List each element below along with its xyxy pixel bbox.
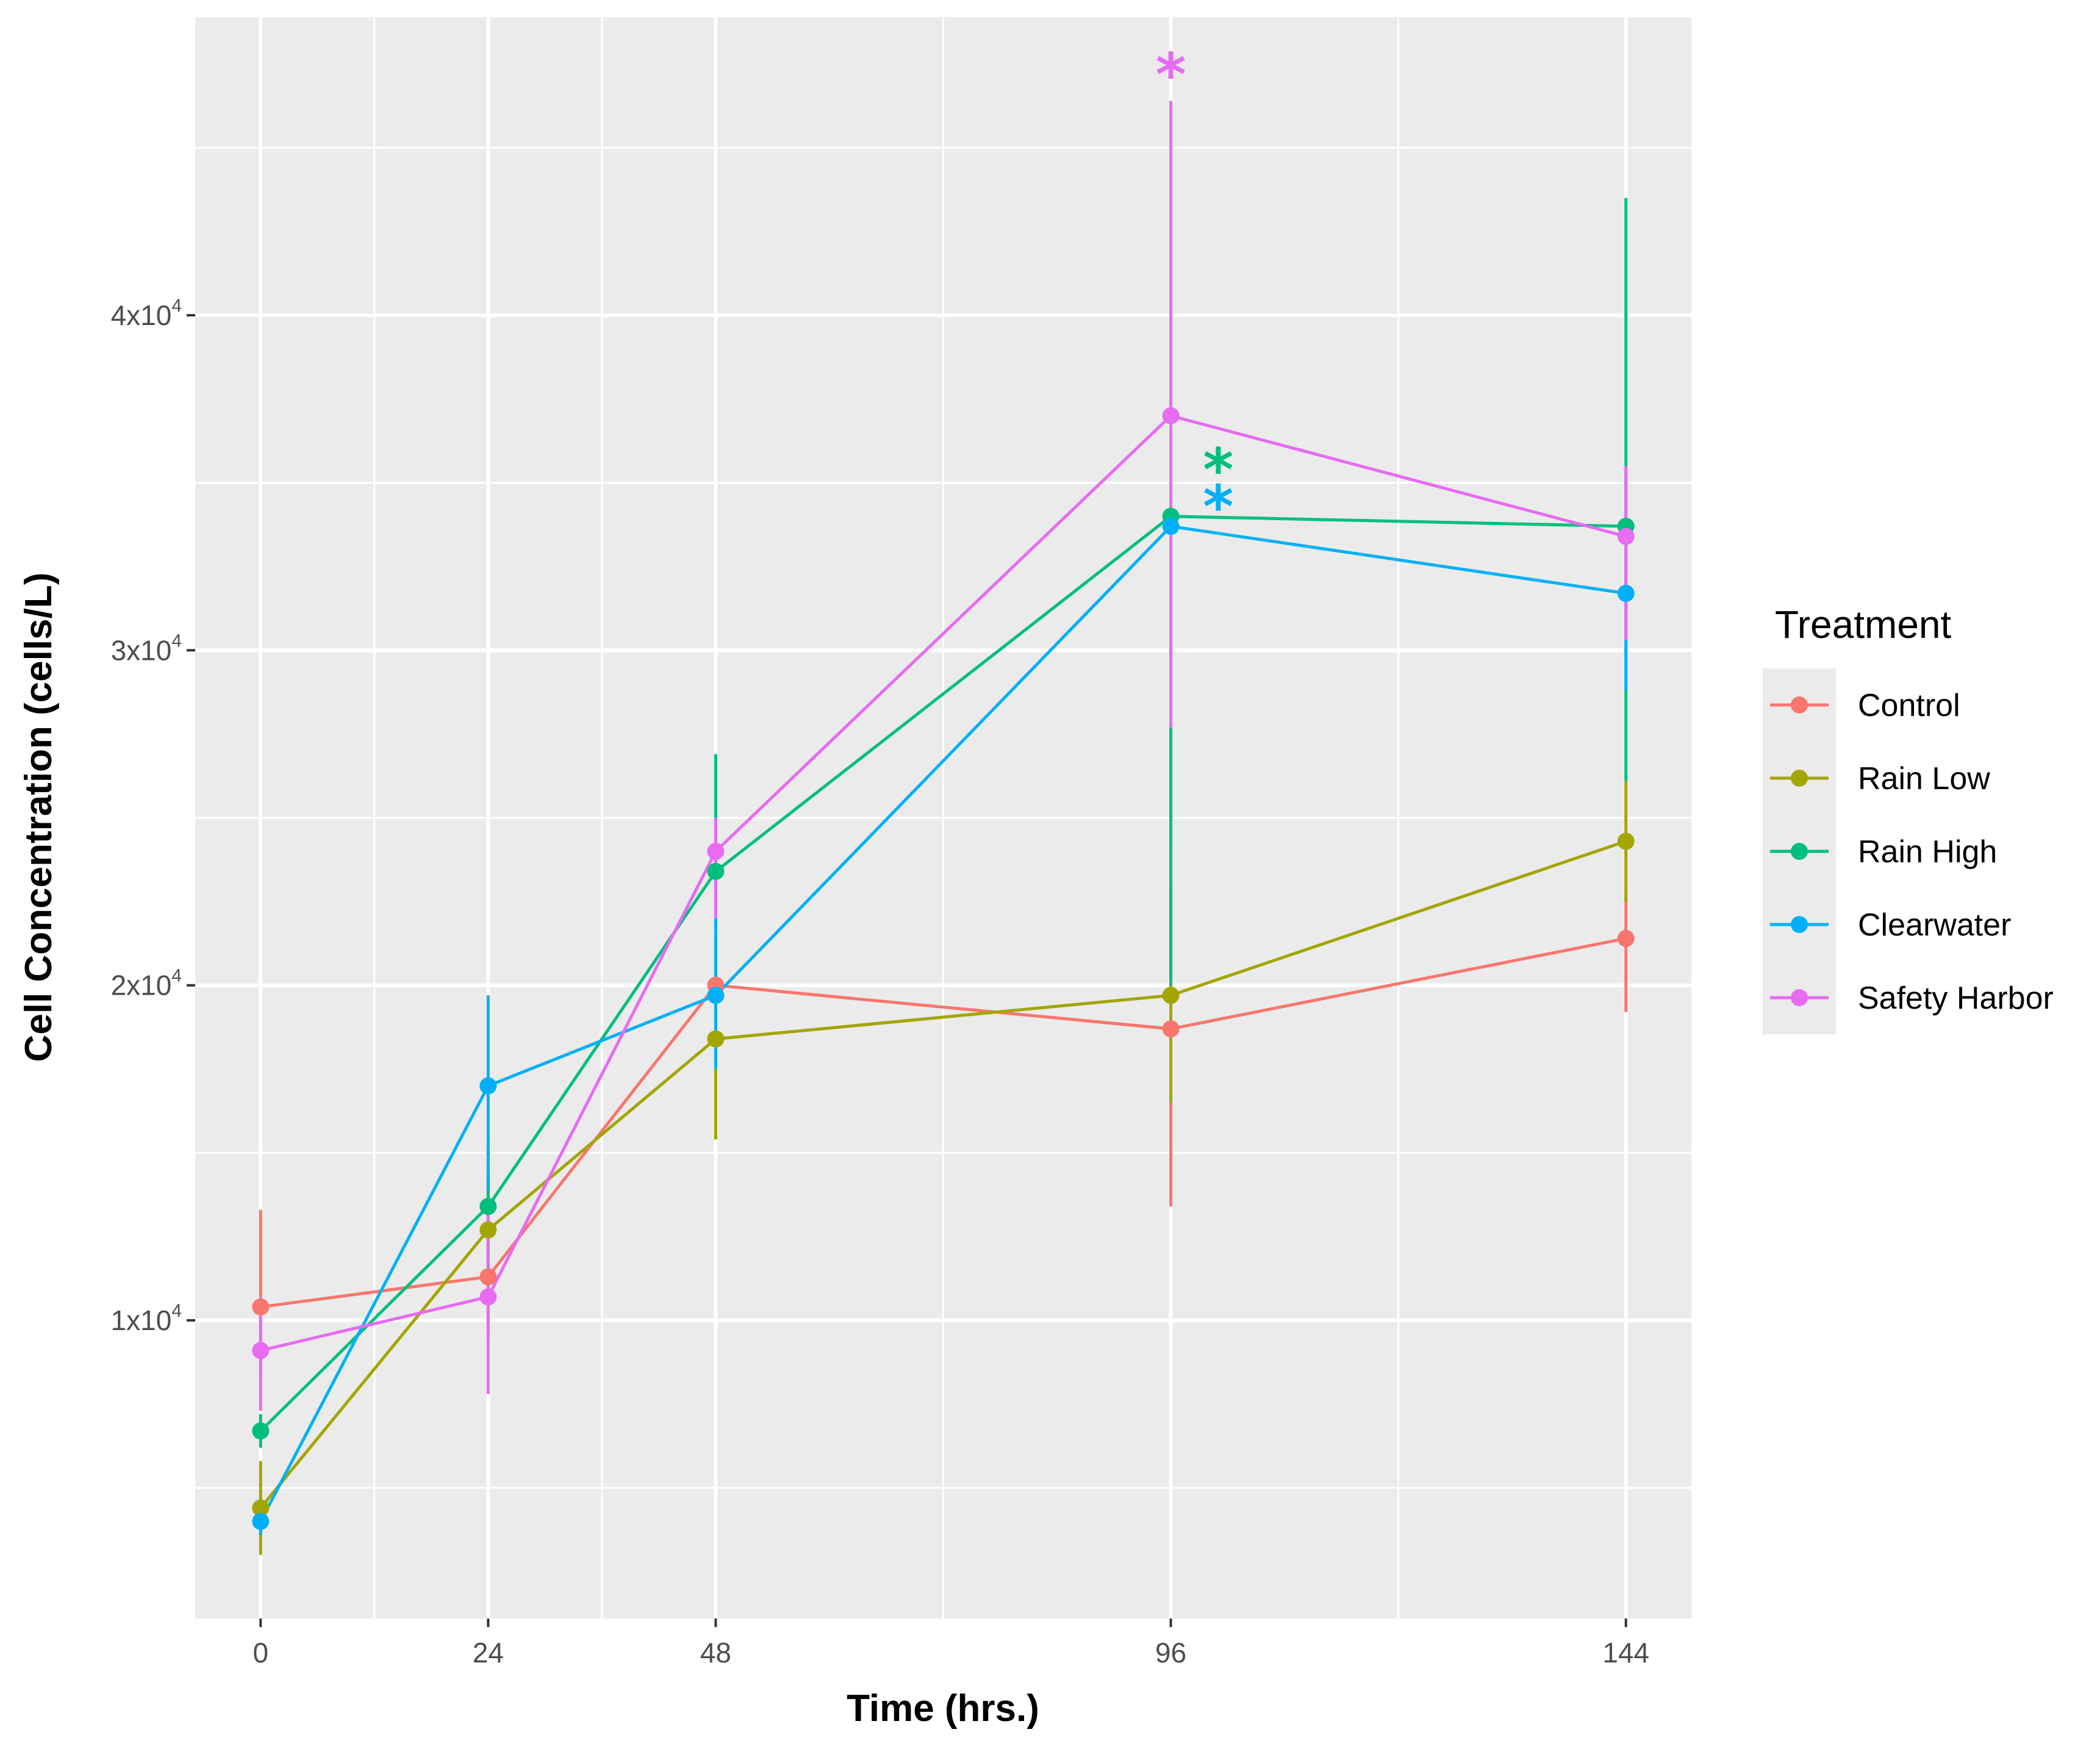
y-tick-label: 1x104 bbox=[111, 1301, 182, 1336]
y-tick-label-base: 2x10 bbox=[111, 970, 172, 1001]
data-point bbox=[1617, 832, 1635, 850]
y-tick-label-exponent: 4 bbox=[171, 1301, 182, 1321]
y-tick-label: 4x104 bbox=[111, 296, 182, 331]
data-point bbox=[1617, 528, 1635, 545]
data-point bbox=[707, 862, 725, 880]
data-point bbox=[479, 1288, 497, 1306]
data-point bbox=[1162, 407, 1180, 424]
y-tick-label-base: 4x10 bbox=[111, 299, 172, 331]
data-point bbox=[1162, 518, 1180, 535]
y-axis-title: Cell Concentration (cells/L) bbox=[18, 573, 60, 1062]
data-point bbox=[252, 1422, 270, 1440]
y-tick-label-exponent: 4 bbox=[171, 631, 182, 651]
data-point bbox=[707, 987, 725, 1004]
data-point bbox=[707, 842, 725, 860]
legend-key-point bbox=[1791, 696, 1808, 714]
data-point bbox=[707, 1030, 725, 1048]
data-point bbox=[479, 1221, 497, 1239]
significance-asterisk: * bbox=[1203, 473, 1233, 542]
legend-key-point bbox=[1791, 916, 1808, 933]
legend-title: Treatment bbox=[1775, 603, 1952, 646]
data-point bbox=[1617, 584, 1635, 602]
x-tick-label: 144 bbox=[1602, 1637, 1649, 1669]
series-points bbox=[252, 407, 1635, 1530]
legend-label: Safety Harbor bbox=[1858, 981, 2054, 1016]
legend-key-point bbox=[1791, 989, 1808, 1006]
data-point bbox=[252, 1342, 270, 1359]
significance-asterisk: * bbox=[1155, 41, 1186, 109]
x-tick-label: 48 bbox=[700, 1637, 731, 1669]
significance-asterisk: * bbox=[1203, 436, 1233, 504]
y-tick-label: 3x104 bbox=[111, 631, 182, 666]
data-point bbox=[252, 1499, 270, 1517]
legend-label: Rain High bbox=[1858, 834, 1997, 870]
x-tick-label: 0 bbox=[253, 1637, 268, 1669]
legend-key-point bbox=[1791, 843, 1808, 860]
data-point bbox=[479, 1268, 497, 1286]
grid-minor bbox=[195, 17, 1691, 1619]
data-point bbox=[252, 1512, 270, 1530]
y-tick-label: 2x104 bbox=[111, 966, 182, 1001]
legend: Treatment Control Rain Low Rain High Clearw… bbox=[1763, 603, 2054, 1034]
legend-label: Clearwater bbox=[1858, 907, 2011, 943]
data-point bbox=[1162, 1020, 1180, 1038]
y-tick-label-base: 1x10 bbox=[111, 1304, 172, 1336]
y-tick-label-exponent: 4 bbox=[171, 966, 182, 986]
y-tick-label-exponent: 4 bbox=[171, 296, 182, 316]
x-axis: 0 24 48 96 144 bbox=[253, 1619, 1649, 1669]
data-point bbox=[1162, 987, 1180, 1004]
y-tick-label-base: 3x10 bbox=[111, 634, 172, 666]
x-tick-label: 96 bbox=[1155, 1637, 1186, 1669]
data-point bbox=[479, 1077, 497, 1095]
legend-label: Rain Low bbox=[1858, 761, 1990, 796]
legend-key-point bbox=[1791, 770, 1808, 787]
x-tick-label: 24 bbox=[473, 1637, 504, 1669]
legend-items: Control Rain Low Rain High Clearwater Safety… bbox=[1770, 688, 2054, 1016]
data-point bbox=[252, 1298, 270, 1316]
data-point bbox=[479, 1198, 497, 1215]
significance-annotations: *** bbox=[1155, 41, 1233, 542]
data-point bbox=[1617, 929, 1635, 947]
x-axis-title: Time (hrs.) bbox=[847, 1687, 1039, 1730]
legend-label: Control bbox=[1858, 688, 1960, 723]
